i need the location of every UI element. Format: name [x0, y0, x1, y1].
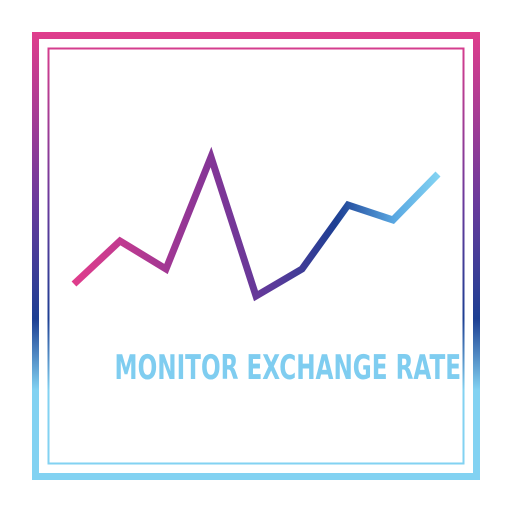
logo-caption: MONITOR EXCHANGE RATE — [114, 348, 462, 388]
outer-frame — [32, 32, 480, 480]
line-graph-icon — [71, 146, 441, 302]
inner-frame — [47, 47, 465, 465]
